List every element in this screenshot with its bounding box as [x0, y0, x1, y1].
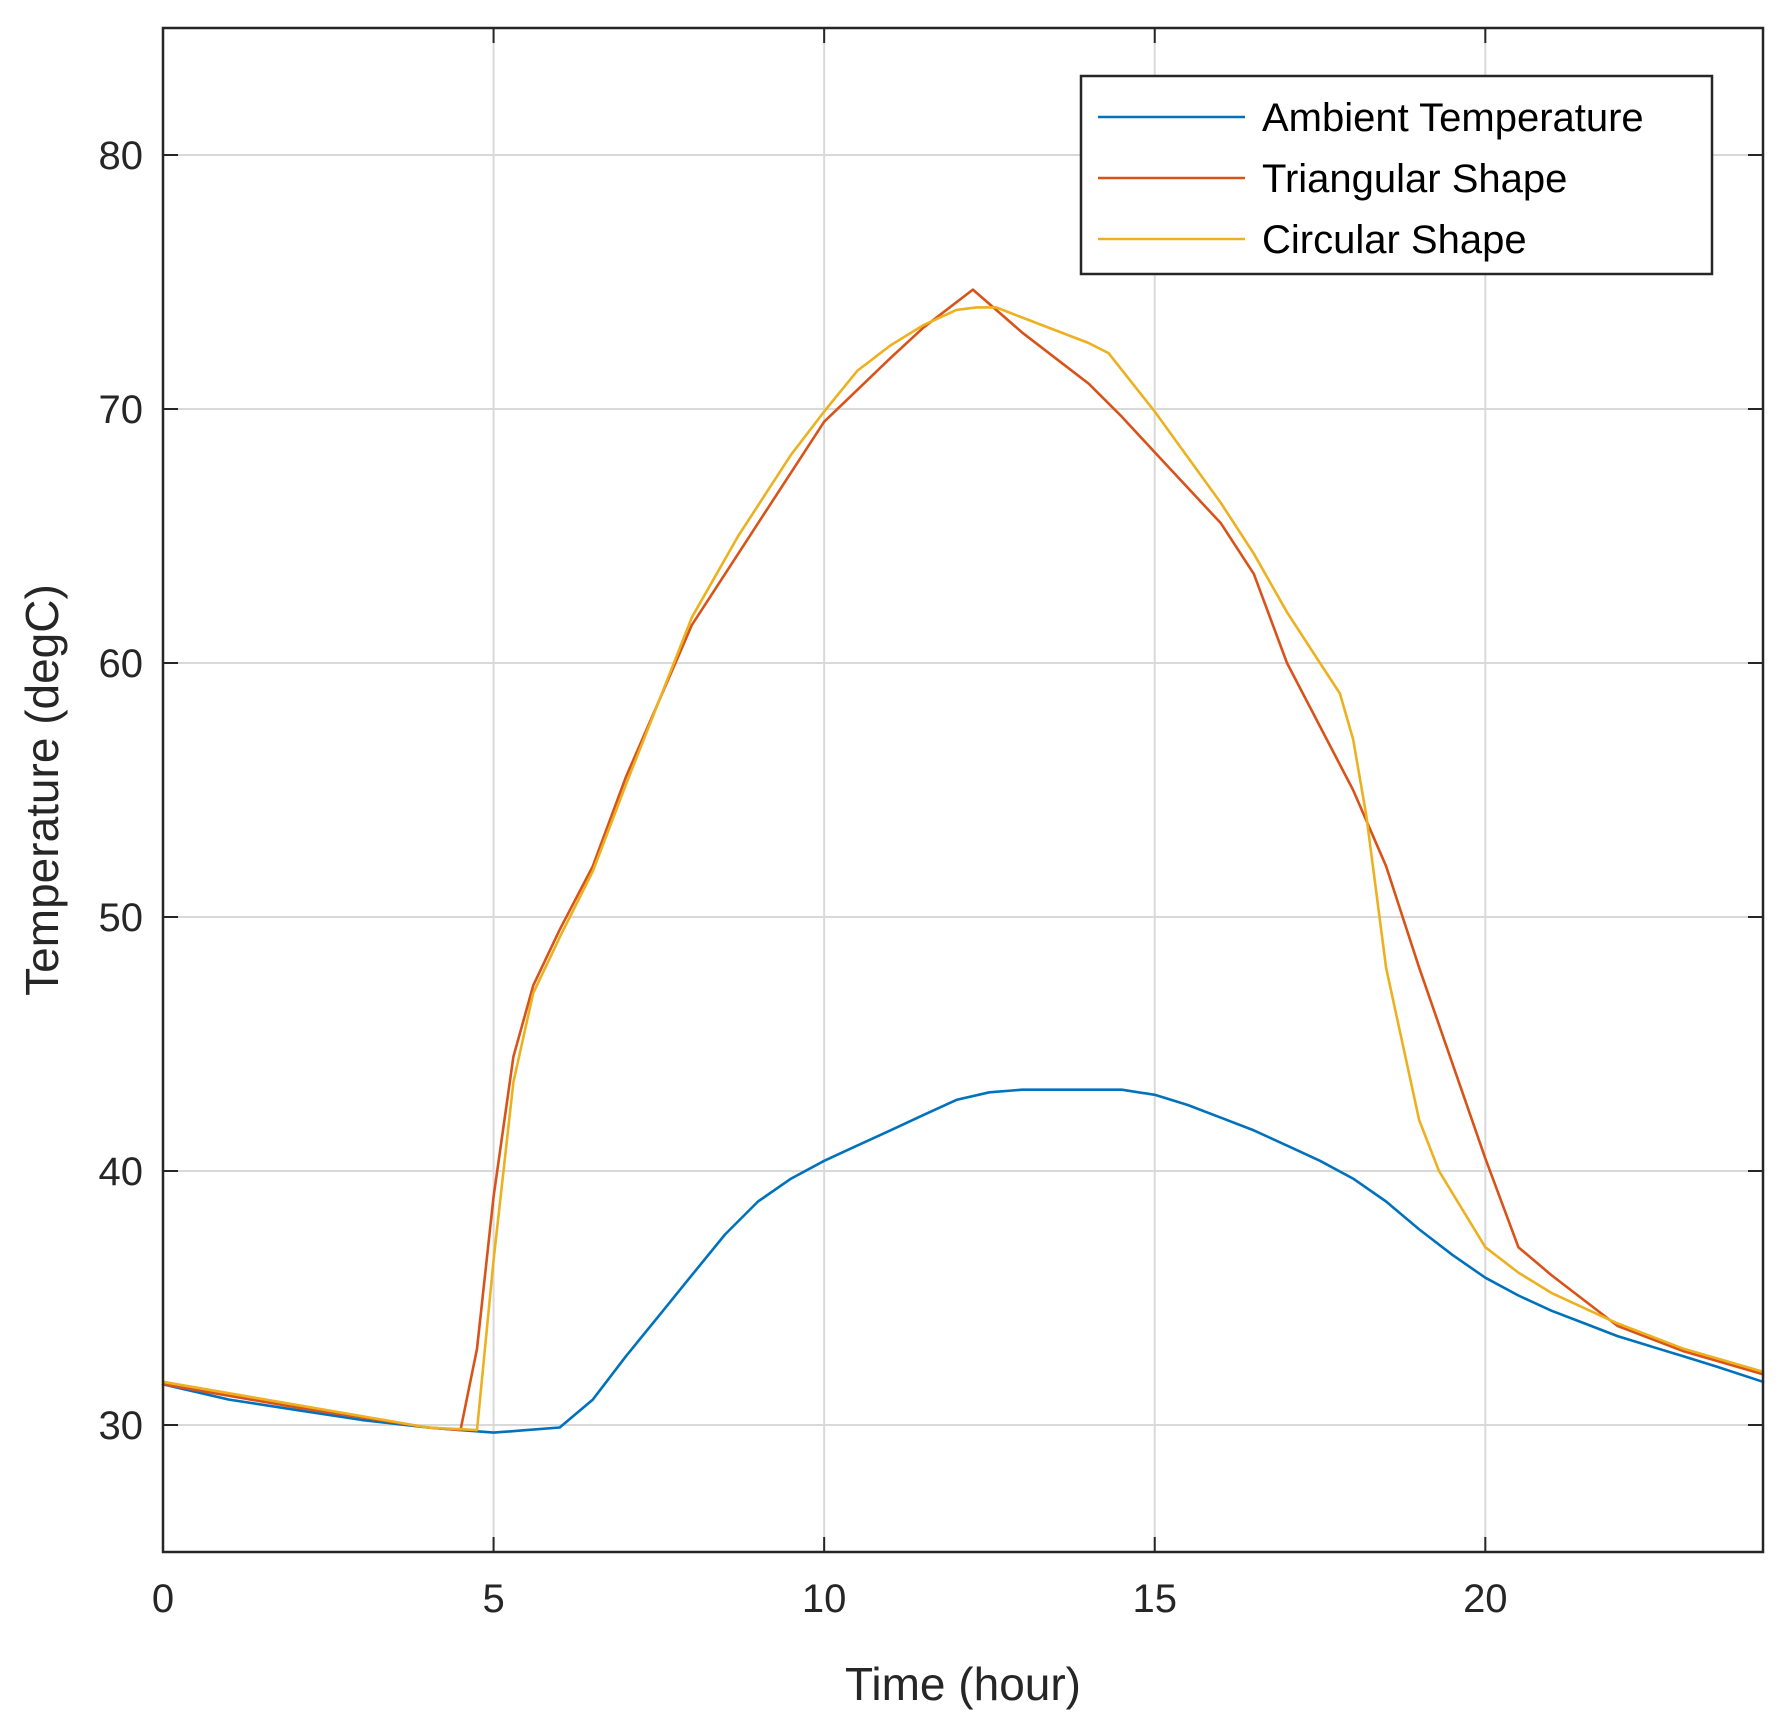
x-tick-label: 15: [1132, 1577, 1177, 1621]
x-tick-label: 5: [482, 1577, 504, 1621]
y-tick-label: 50: [99, 896, 144, 940]
legend-label-circular-shape: Circular Shape: [1262, 218, 1527, 262]
x-axis-label: Time (hour): [845, 1658, 1081, 1710]
y-tick-label: 80: [99, 134, 144, 178]
y-axis-label: Temperature (degC): [16, 584, 68, 996]
ticks: [162, 28, 1763, 1552]
series-layer: [161, 288, 1765, 1434]
plot-area: [163, 28, 1763, 1552]
legend-label-ambient-temperature: Ambient Temperature: [1262, 96, 1644, 140]
series-line-circular-shape: [161, 306, 1765, 1432]
tick-labels: 0 5 10 15 20 30 40 50 60 70 80: [99, 134, 1508, 1621]
x-tick-label: 20: [1463, 1577, 1508, 1621]
series-line-ambient-temperature: [161, 1088, 1765, 1434]
series-line-triangular-shape: [161, 288, 1765, 1432]
x-tick-label: 10: [802, 1577, 847, 1621]
legend-label-triangular-shape: Triangular Shape: [1262, 157, 1567, 201]
legend: Ambient Temperature Triangular Shape Circu…: [1079, 74, 1714, 276]
grid: [162, 28, 1763, 1552]
y-tick-label: 70: [99, 388, 144, 432]
legend-box: [1079, 74, 1714, 276]
x-tick-label: 0: [152, 1577, 174, 1621]
y-tick-label: 40: [99, 1150, 144, 1194]
y-tick-label: 60: [99, 642, 144, 686]
axes-box: [161, 26, 1765, 1554]
y-tick-label: 30: [99, 1404, 144, 1448]
